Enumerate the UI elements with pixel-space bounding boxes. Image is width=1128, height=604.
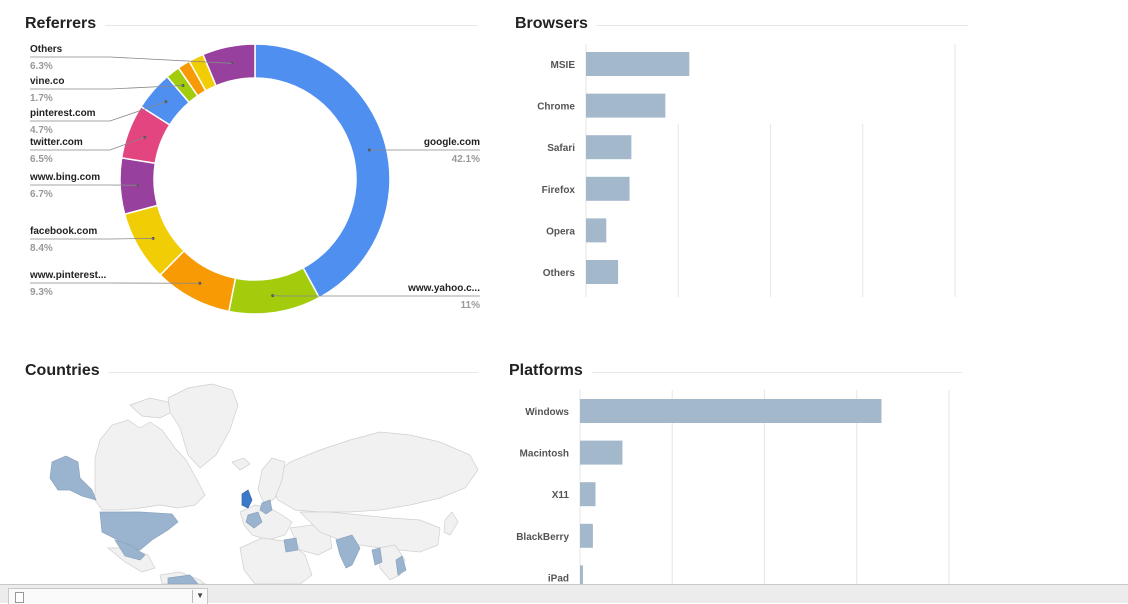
- bar-label: Chrome: [537, 102, 575, 113]
- map-japan: [444, 512, 458, 535]
- map-russia: [268, 432, 478, 512]
- bar-ipad[interactable]: [580, 565, 583, 584]
- bar-label: BlackBerry: [516, 532, 569, 543]
- referrer-pct: 1.7%: [30, 93, 53, 104]
- referrer-pct: 11%: [461, 300, 481, 311]
- referrer-pct: 6.7%: [30, 189, 53, 200]
- referrer-pct: 6.3%: [30, 61, 53, 72]
- referrer-slice[interactable]: [229, 268, 319, 314]
- referrer-pct: 8.4%: [30, 243, 53, 254]
- bar-others[interactable]: [586, 260, 618, 284]
- referrer-pct: 4.7%: [30, 125, 53, 136]
- browsers-bar-chart: MSIE Chrome Safari Firefox Opera Others: [500, 40, 990, 305]
- referrers-title-rule: [105, 25, 478, 26]
- browsers-title-rule: [596, 25, 968, 26]
- bar-label: Others: [543, 268, 576, 279]
- referrers-title: Referrers: [25, 15, 96, 33]
- map-usa: [100, 512, 178, 550]
- bar-label: iPad: [548, 573, 569, 584]
- map-uk: [242, 490, 252, 508]
- map-iceland: [232, 458, 250, 470]
- download-item[interactable]: ▼: [8, 588, 208, 604]
- bar-label: Safari: [547, 143, 575, 154]
- browsers-title: Browsers: [515, 15, 588, 33]
- bar-label: Windows: [525, 407, 569, 418]
- map-saudi: [284, 538, 298, 552]
- bar-label: X11: [552, 490, 570, 501]
- referrer-name: vine.co: [30, 76, 64, 87]
- referrer-name: Others: [30, 44, 63, 55]
- bar-chrome[interactable]: [586, 94, 665, 118]
- referrer-pct: 42.1%: [452, 154, 480, 165]
- map-arctic-islands: [130, 398, 172, 418]
- platforms-title-rule: [592, 372, 962, 373]
- bar-firefox[interactable]: [586, 177, 630, 201]
- bar-safari[interactable]: [586, 135, 631, 159]
- referrer-name: twitter.com: [30, 137, 83, 148]
- platforms-title: Platforms: [509, 362, 583, 380]
- bar-x11[interactable]: [580, 482, 595, 506]
- referrer-name: www.yahoo.c...: [407, 283, 480, 294]
- referrer-pct: 9.3%: [30, 287, 53, 298]
- file-icon: [15, 592, 24, 603]
- bar-label: MSIE: [551, 60, 576, 71]
- bar-opera[interactable]: [586, 218, 606, 242]
- bar-blackberry[interactable]: [580, 524, 593, 548]
- map-thailand: [372, 548, 382, 565]
- referrer-name: facebook.com: [30, 226, 97, 237]
- bottom-download-bar: ▼: [0, 584, 1128, 603]
- referrer-pct: 6.5%: [30, 154, 53, 165]
- referrer-name: pinterest.com: [30, 108, 96, 119]
- referrer-slice[interactable]: [255, 44, 390, 298]
- bar-label: Opera: [546, 226, 575, 237]
- referrer-name: www.bing.com: [29, 172, 100, 183]
- download-item-divider: [192, 590, 193, 603]
- chevron-down-icon[interactable]: ▼: [196, 591, 204, 600]
- map-alaska: [50, 456, 96, 500]
- referrer-slice[interactable]: [120, 158, 157, 214]
- countries-title: Countries: [25, 362, 100, 380]
- referrers-donut-chart: google.com 42.1% www.yahoo.c... 11% www.pint…: [0, 35, 500, 335]
- referrer-name: www.pinterest...: [29, 270, 107, 281]
- bar-windows[interactable]: [580, 399, 881, 423]
- platforms-bar-chart: Windows Macintosh X11 BlackBerry iPad: [500, 388, 970, 584]
- countries-world-map[interactable]: [30, 380, 480, 584]
- bar-msie[interactable]: [586, 52, 689, 76]
- referrer-name: google.com: [424, 137, 480, 148]
- countries-title-rule: [108, 372, 478, 373]
- bar-label: Firefox: [542, 185, 576, 196]
- referrer-leader-line: [30, 238, 153, 239]
- bar-label: Macintosh: [520, 449, 569, 460]
- bar-macintosh[interactable]: [580, 441, 622, 465]
